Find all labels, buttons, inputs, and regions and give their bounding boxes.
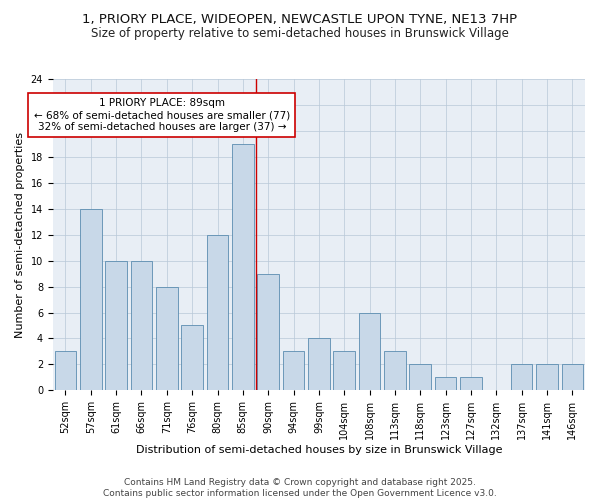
Bar	[131, 260, 152, 390]
Bar	[207, 234, 228, 390]
Bar	[460, 378, 482, 390]
Bar	[283, 352, 304, 391]
Bar	[409, 364, 431, 390]
Bar	[359, 312, 380, 390]
Text: Size of property relative to semi-detached houses in Brunswick Village: Size of property relative to semi-detach…	[91, 28, 509, 40]
Bar	[562, 364, 583, 390]
Bar	[308, 338, 329, 390]
Bar	[257, 274, 279, 390]
Text: 1, PRIORY PLACE, WIDEOPEN, NEWCASTLE UPON TYNE, NE13 7HP: 1, PRIORY PLACE, WIDEOPEN, NEWCASTLE UPO…	[82, 12, 518, 26]
Bar	[536, 364, 558, 390]
Bar	[181, 326, 203, 390]
Bar	[511, 364, 532, 390]
Bar	[156, 286, 178, 391]
Bar	[80, 208, 101, 390]
Bar	[106, 260, 127, 390]
Text: 1 PRIORY PLACE: 89sqm
← 68% of semi-detached houses are smaller (77)
32% of semi: 1 PRIORY PLACE: 89sqm ← 68% of semi-deta…	[34, 98, 290, 132]
Bar	[55, 352, 76, 391]
Text: Contains HM Land Registry data © Crown copyright and database right 2025.
Contai: Contains HM Land Registry data © Crown c…	[103, 478, 497, 498]
Bar	[232, 144, 254, 390]
Bar	[384, 352, 406, 391]
Bar	[334, 352, 355, 391]
X-axis label: Distribution of semi-detached houses by size in Brunswick Village: Distribution of semi-detached houses by …	[136, 445, 502, 455]
Bar	[435, 378, 457, 390]
Y-axis label: Number of semi-detached properties: Number of semi-detached properties	[15, 132, 25, 338]
